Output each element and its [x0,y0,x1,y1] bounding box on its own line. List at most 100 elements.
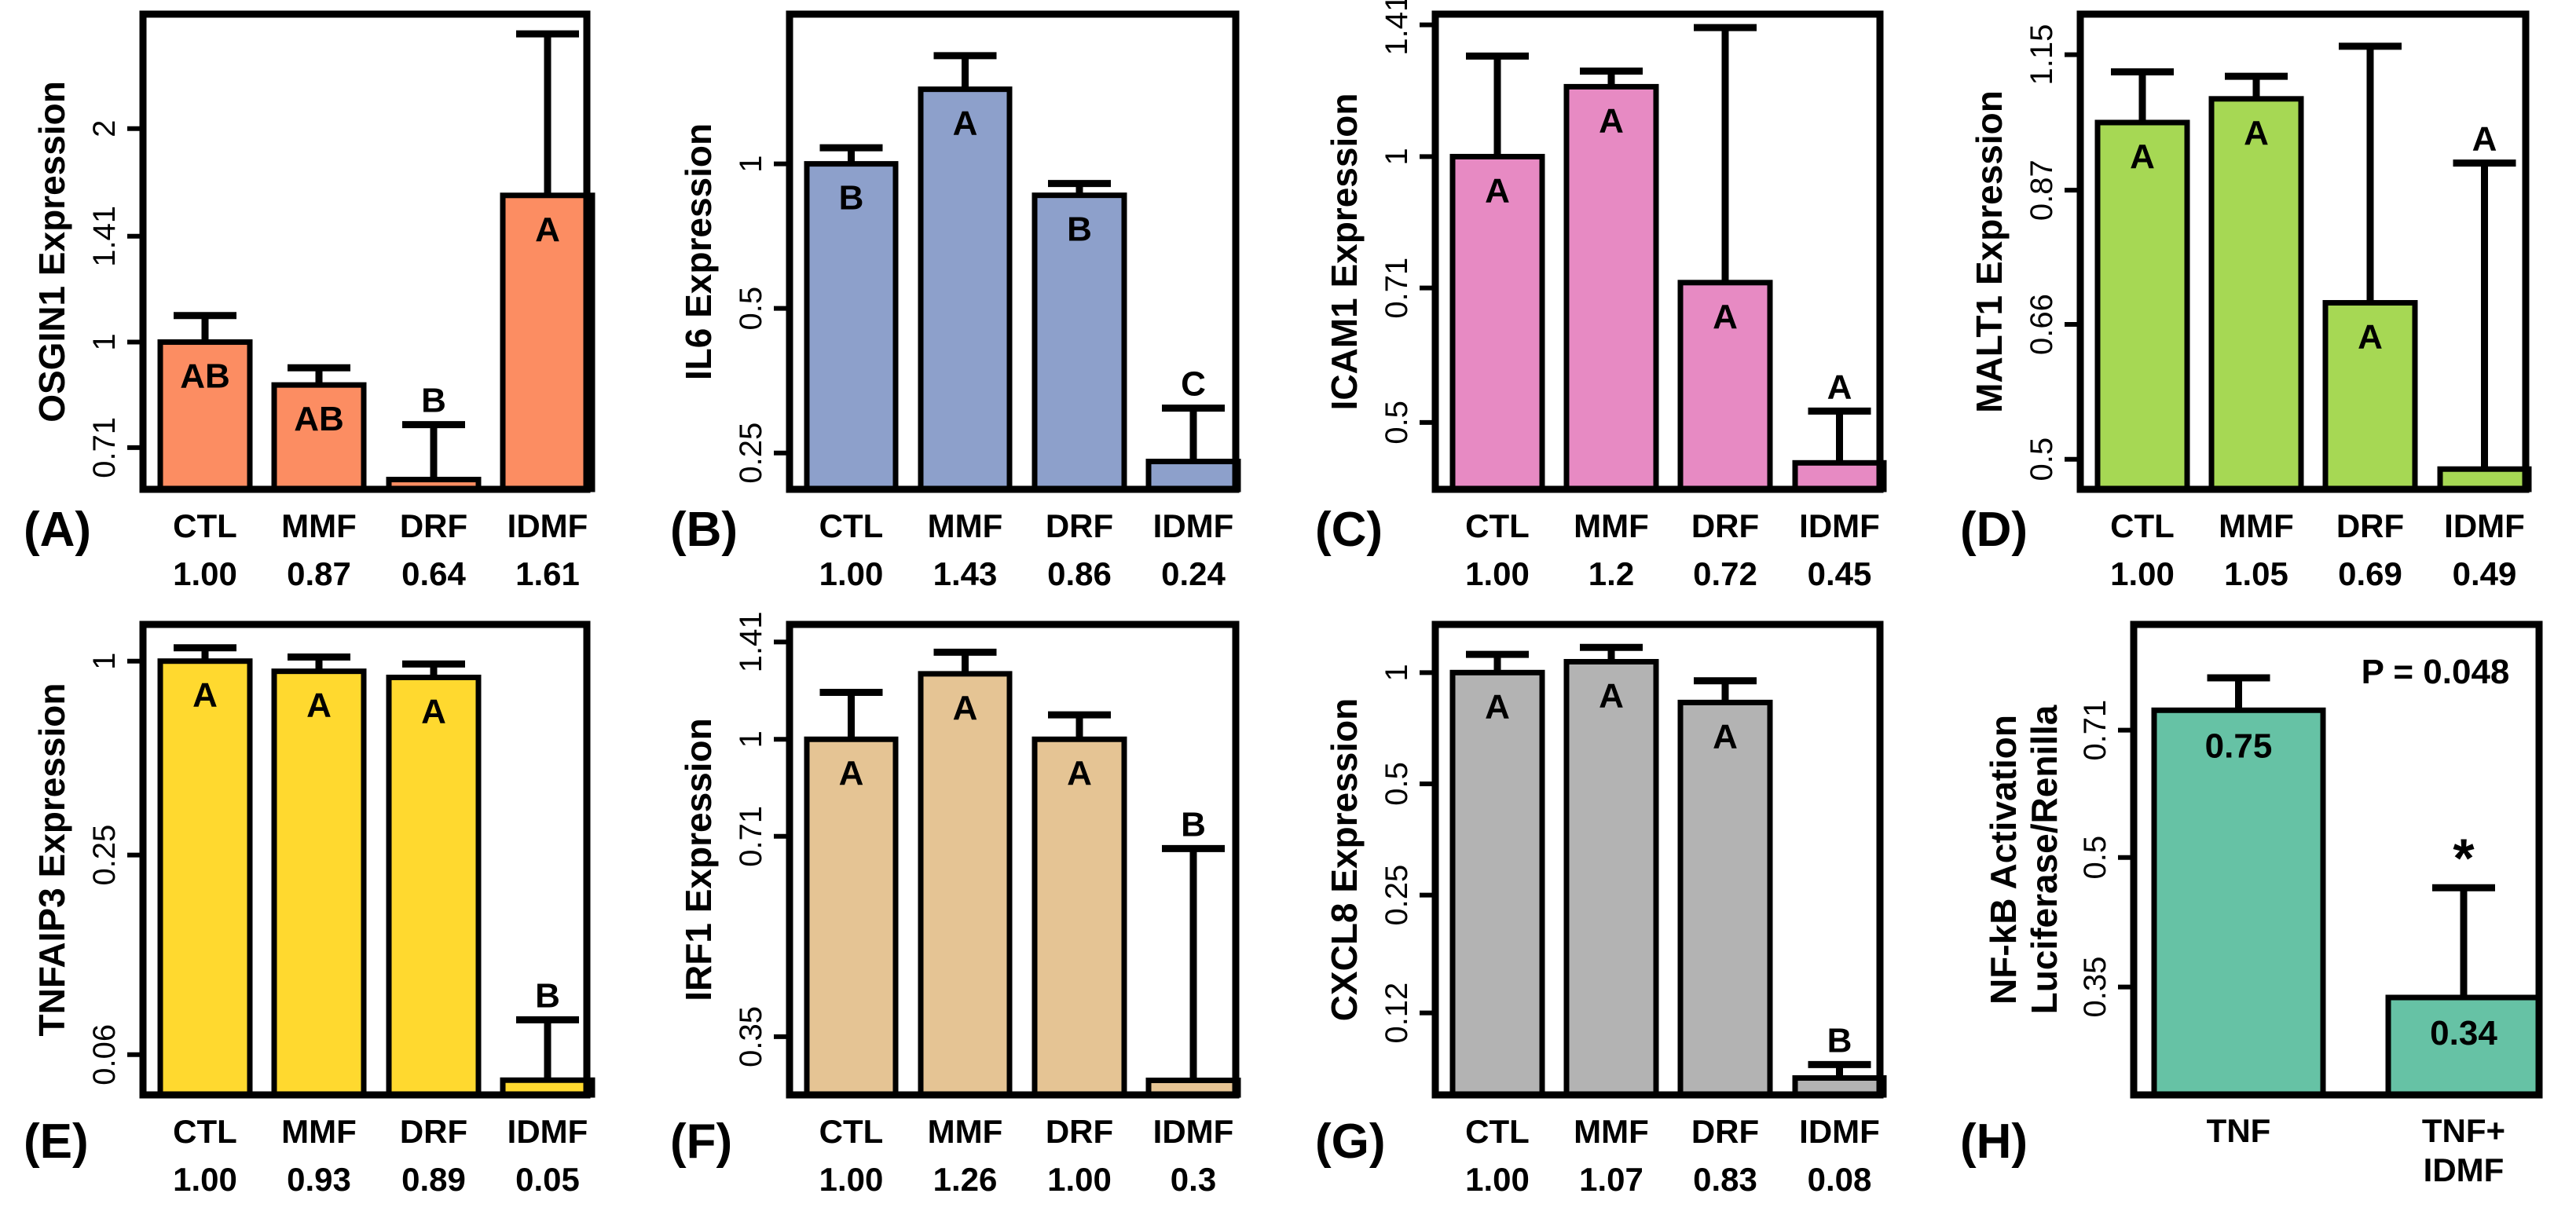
y-tick-label: 1.41 [87,206,122,267]
bar [2094,119,2190,492]
panel-label: (F) [670,1115,732,1169]
x-category-label: IDMF [1153,1113,1234,1150]
y-axis-title: NF-kB Activation [1983,715,2024,1005]
x-category-label: CTL [1465,1113,1530,1150]
panel-label: (A) [24,503,91,557]
bar [2322,300,2418,492]
bar [1677,280,1773,492]
plot-frame [1431,10,1884,493]
bar-value-label: 0.34 [2430,1014,2497,1052]
y-tick-label: 0.25 [1380,865,1414,926]
significance-letter: A [1713,717,1738,756]
plot-frame [786,620,1240,1099]
significance-letter: C [1181,365,1206,404]
x-category-label: DRF [400,1113,467,1150]
x-value-label: 0.49 [2453,555,2517,592]
bar [1563,83,1659,492]
x-category-label: IDMF [2444,507,2525,544]
y-tick-label: 0.5 [1380,401,1414,445]
x-value-label: 0.69 [2338,555,2402,592]
panel-label: (G) [1315,1115,1386,1169]
bar [157,658,253,1098]
significance-letter: A [1713,298,1738,336]
y-tick-label: 0.71 [734,806,768,867]
y-tick-label: 0.25 [734,423,768,484]
y-tick-label: 0.35 [734,1006,768,1067]
significance-letter: B [421,382,446,420]
bar-value-label: 0.75 [2205,727,2273,765]
x-value-label: 0.64 [401,555,466,592]
y-tick-label: 0.71 [1380,258,1414,319]
significance-letter: A [421,692,446,730]
y-tick-label: 0.71 [87,417,122,478]
y-axis-title: MALT1 Expression [1969,90,2010,413]
x-value-label: 1.00 [819,1161,884,1198]
y-axis-title-line-2: Luciferase/Renilla [2024,705,2065,1014]
significance-letter: A [953,104,978,143]
significance-letter: AB [180,357,230,396]
x-category-label: MMF [928,1113,1003,1150]
bar [1792,459,1887,492]
bar [271,668,367,1098]
significance-letter: A [1599,101,1624,140]
bar [918,86,1013,492]
y-tick-label: 1 [1380,148,1414,165]
y-tick-label: 0.5 [2025,437,2059,481]
p-value-annotation: P = 0.048 [2362,653,2510,691]
x-value-label: 0.87 [287,555,351,592]
chart-panel-3: 0.5 0.71 1 1.41 ICAM1 Expression CTL 1.00 MMF 1.… [1315,0,1887,592]
x-category-label: MMF [281,1113,357,1150]
significance-letter: A [192,676,218,715]
x-category-label: DRF [1046,1113,1113,1150]
x-category-label: MMF [2219,507,2294,544]
bar [1449,669,1545,1098]
x-value-label: 0.83 [1693,1161,1757,1198]
y-axis-title: TNFAIP3 Expression [31,683,72,1037]
x-category-label: CTL [819,507,884,544]
y-tick-label: 0.25 [87,825,122,886]
significance-letter: A [1485,171,1510,210]
significance-letter: A [839,754,864,793]
plot-frame [139,620,591,1099]
x-category-label: CTL [2110,507,2175,544]
x-value-label: 1.00 [1047,1161,1112,1198]
chart-panel-4: 0.5 0.66 0.87 1.15 MALT1 Expression CTL 1.00 MM… [1960,10,2532,592]
x-category-label: IDMF [1153,507,1234,544]
x-value-label: 1.00 [173,1161,237,1198]
y-tick-label: 1 [1380,664,1414,681]
bar [1449,153,1545,492]
significance-letter: A [2244,114,2269,152]
significance-letter: A [535,210,560,249]
x-value-label: 0.3 [1171,1161,1216,1198]
x-value-label: 1.26 [933,1161,998,1198]
y-tick-label: 0.06 [87,1024,122,1085]
y-axis-title: OSGIN1 Expression [31,81,72,423]
y-tick-label: 0.5 [2078,836,2112,880]
significance-star: * [2453,827,2475,888]
chart-panel-2: 0.25 0.5 1 IL6 Expression CTL 1.00 MMF 1.43 DRF 0… [670,10,1241,592]
chart-panel-6: 0.35 0.71 1 1.41 IRF1 Expression CTL 1.00 MMF 1.… [670,611,1241,1198]
chart-panel-7: 0.12 0.25 0.5 1 CXCL8 Expression CTL 1.00 MMF 1.… [1315,620,1887,1198]
significance-letter: A [306,686,332,725]
x-value-label: 0.89 [401,1161,466,1198]
x-category-label: CTL [819,1113,884,1150]
y-axis-title: IL6 Expression [678,123,719,380]
y-axis-title: ICAM1 Expression [1324,93,1365,411]
chart-panel-1: 0.71 1 1.41 2 OSGIN1 Expression CTL 1.00 MMF 0.8… [24,10,595,592]
x-category-label: IDMF [508,507,588,544]
x-value-label: 1.00 [819,555,884,592]
x-value-label: 0.05 [515,1161,580,1198]
bar [918,671,1013,1098]
x-category-label: IDMF [1799,1113,1880,1150]
y-axis-title: CXCL8 Expression [1324,698,1365,1022]
significance-letter: A [1599,677,1624,716]
significance-letter: A [2130,137,2155,176]
x-value-label: 0.24 [1161,555,1226,592]
x-value-label: 0.08 [1808,1161,1872,1198]
y-tick-label: 2 [87,120,122,137]
significance-letter: A [2358,318,2383,357]
y-tick-label: 1.41 [734,611,768,672]
x-value-label: 1.61 [515,555,580,592]
significance-letter: B [535,976,560,1015]
